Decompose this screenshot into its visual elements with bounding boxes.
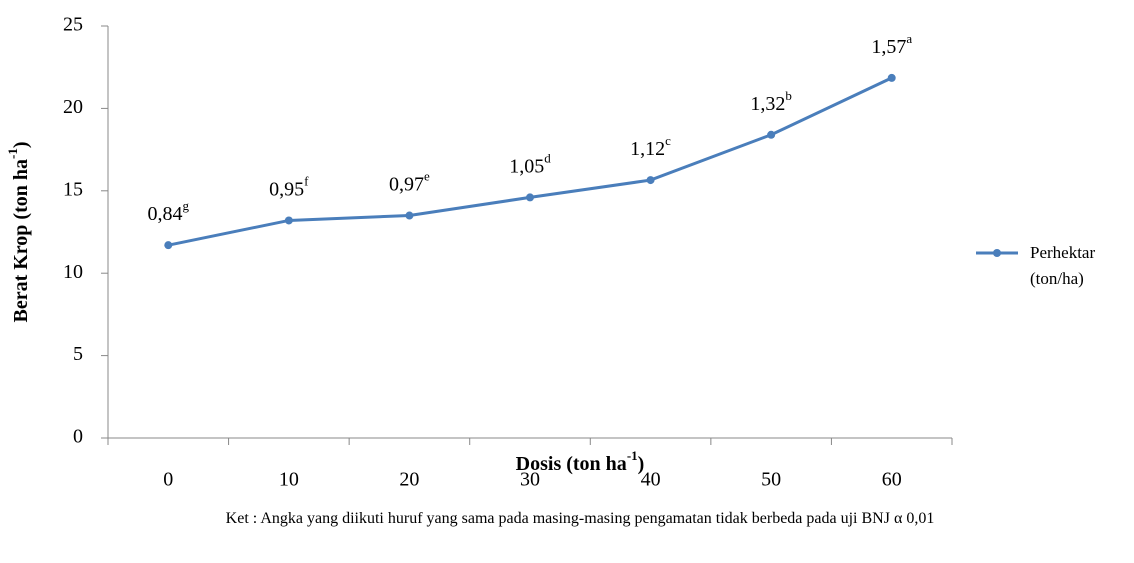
label-sup: c [665,134,671,149]
y-tick-label: 20 [63,96,83,118]
point [646,176,655,185]
y-tick-label: 10 [63,261,83,283]
legend-label: Perhektar (ton/ha) [1030,243,1096,288]
label-text: Berat Krop (ton ha [10,159,32,323]
x-tick-label: 60 [882,469,902,491]
label-sup: e [424,169,430,184]
point-label: 0,84g [148,199,190,225]
legend-marker [993,249,1001,257]
point-label: 1,05d [509,151,551,177]
label-text: ) [638,453,645,475]
label-sup: f [304,174,309,189]
label-sup: -1 [5,148,20,159]
label-sup: -1 [627,448,638,463]
y-tick-label: 15 [63,178,83,200]
x-tick-label: 30 [520,469,540,491]
label-sup: a [906,31,912,46]
label-text: 0,97 [389,173,424,195]
label-text: 1,05 [509,155,544,177]
point-label: 1,32b [750,88,792,114]
point [767,130,776,139]
label-sup: d [544,151,551,166]
point [284,216,293,225]
label-sup: g [183,199,190,214]
point [887,73,896,82]
point [405,211,414,220]
x-axis-label: Dosis (ton ha-1) [516,448,645,474]
x-tick-label: 0 [163,469,173,491]
x-tick-label: 40 [641,469,661,491]
y-tick-label: 5 [73,343,83,365]
point [164,241,173,250]
label-sup: b [785,88,792,103]
point-label: 1,57a [871,31,912,57]
label-text: 0,95 [269,178,304,200]
label-text: 1,32 [750,92,785,114]
label-text: Dosis (ton ha [516,453,627,475]
point [526,193,534,202]
label-text: 1,57 [871,36,906,58]
x-tick-label: 50 [761,469,781,491]
point-label: 0,97e [389,169,430,195]
label-text: ) [10,141,32,148]
y-tick-label: 25 [63,14,83,36]
x-tick-label: 10 [279,469,299,491]
label-text: 0,84 [148,203,183,225]
label-text: 1,12 [630,138,665,160]
x-tick-label: 20 [399,469,419,491]
point-label: 1,12c [630,134,671,160]
point-label: 0,95f [269,174,309,200]
note: Ket : Angka yang diikuti huruf yang sama… [225,510,935,527]
y-axis-label: Berat Krop (ton ha-1) [5,141,31,322]
y-tick-label: 0 [73,426,83,448]
